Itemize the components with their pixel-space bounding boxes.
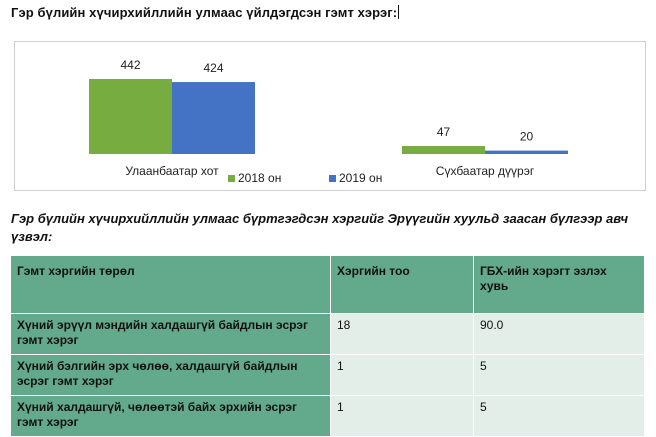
column-header-case-count: Хэргийн тоо — [330, 255, 474, 314]
table-header-row: Гэмт хэргийн төрөл Хэргийн тоо ГБХ-ийн х… — [10, 255, 645, 314]
crime-type-cell: Хүний эрүүл мэндийн халдашгүй байдлын эс… — [10, 313, 331, 355]
table-row: Хүний бэлгийн эрх чөлөө, халдашгүй байдл… — [10, 354, 645, 396]
data-label: 442 — [120, 58, 140, 72]
crime-type-cell: Хүний халдашгүй, чөлөөтэй байх эрхийн эс… — [10, 395, 331, 437]
data-label: 47 — [437, 125, 451, 139]
bar-2019 — [172, 82, 255, 154]
legend-label: 2018 он — [238, 171, 281, 185]
case-count-cell: 18 — [330, 313, 474, 355]
column-header-crime-type: Гэмт хэргийн төрөл — [10, 255, 331, 314]
table-caption: Гэр бүлийн хүчирхийллийн улмаас бүртгэгд… — [11, 211, 629, 244]
legend-swatch — [329, 175, 336, 182]
legend-swatch — [228, 175, 235, 182]
column-header-share-percent: ГБХ-ийн хэрэгт эзлэх хувь — [473, 255, 645, 314]
page-title: Гэр бүлийн хүчирхийллийн улмаас үйлдэгдс… — [11, 5, 400, 20]
legend-label: 2019 он — [339, 171, 382, 185]
share-percent-cell: 5 — [473, 395, 645, 437]
category-label: Улаанбаатар хот — [125, 164, 219, 178]
data-label: 20 — [520, 130, 534, 144]
share-percent-cell: 90.0 — [473, 313, 645, 355]
bar-2018 — [89, 79, 172, 154]
category-label: Сүхбаатар дүүрэг — [436, 164, 535, 178]
crime-type-cell: Хүний бэлгийн эрх чөлөө, халдашгүй байдл… — [10, 354, 331, 396]
bar-2019 — [485, 150, 568, 154]
bar-2018 — [402, 146, 485, 154]
table-row: Хүний эрүүл мэндийн халдашгүй байдлын эс… — [10, 313, 645, 355]
share-percent-cell: 5 — [473, 354, 645, 396]
text-cursor — [398, 5, 400, 19]
table-row: Хүний халдашгүй, чөлөөтэй байх эрхийн эс… — [10, 395, 645, 437]
case-count-cell: 1 — [330, 354, 474, 396]
data-label: 424 — [203, 61, 223, 75]
chart-canvas: 442 424 Улаанбаатар хот 47 20 Сүхбаатар дүүрэ… — [89, 58, 568, 185]
crime-type-table: Гэмт хэргийн төрөл Хэргийн тоо ГБХ-ийн х… — [10, 255, 645, 437]
case-count-cell: 1 — [330, 395, 474, 437]
bar-chart: 442 424 Улаанбаатар хот 47 20 Сүхбаатар дүүрэ… — [14, 41, 646, 191]
